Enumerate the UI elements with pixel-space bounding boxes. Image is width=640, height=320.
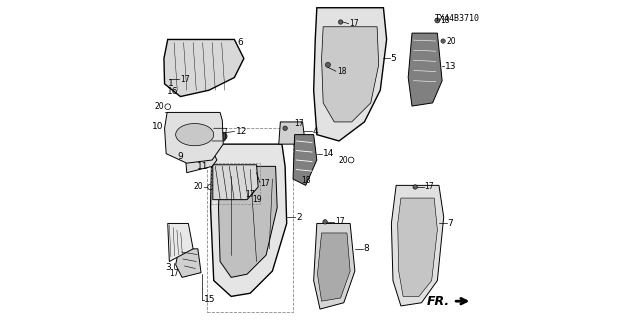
Text: 20: 20: [339, 156, 348, 165]
Text: 20: 20: [193, 182, 203, 191]
Text: 13: 13: [445, 62, 457, 71]
Text: 4: 4: [313, 127, 319, 136]
Polygon shape: [164, 39, 244, 97]
Text: 17: 17: [294, 119, 303, 128]
Circle shape: [339, 20, 343, 24]
Polygon shape: [314, 223, 355, 309]
Polygon shape: [279, 122, 304, 144]
Polygon shape: [314, 8, 387, 141]
Polygon shape: [321, 27, 379, 122]
Circle shape: [323, 220, 327, 224]
Polygon shape: [185, 154, 217, 173]
Circle shape: [220, 132, 227, 140]
Polygon shape: [212, 165, 258, 200]
Circle shape: [325, 62, 330, 68]
Text: 1: 1: [168, 79, 174, 88]
Polygon shape: [218, 166, 277, 277]
Polygon shape: [168, 223, 193, 261]
Text: 8: 8: [364, 244, 369, 253]
Circle shape: [435, 18, 440, 23]
Text: 14: 14: [323, 149, 334, 158]
Text: 18: 18: [440, 16, 450, 25]
Polygon shape: [211, 144, 287, 296]
Text: TX44B3710: TX44B3710: [435, 14, 480, 23]
Polygon shape: [317, 233, 350, 301]
Text: 16: 16: [167, 87, 179, 96]
Text: 12: 12: [236, 127, 247, 136]
Polygon shape: [397, 198, 437, 296]
Text: 15: 15: [204, 295, 216, 304]
Text: 18: 18: [337, 67, 346, 76]
Text: 5: 5: [390, 54, 396, 63]
Polygon shape: [408, 33, 442, 106]
Text: 3: 3: [166, 263, 172, 272]
Text: 20: 20: [446, 36, 456, 45]
Text: 17: 17: [246, 190, 255, 199]
Text: 19: 19: [252, 195, 261, 204]
Text: 20: 20: [155, 102, 164, 111]
Text: 11: 11: [197, 162, 209, 171]
Text: 17: 17: [169, 269, 179, 278]
Text: 17: 17: [180, 75, 189, 84]
Text: 10: 10: [152, 122, 163, 131]
Circle shape: [413, 185, 417, 189]
Polygon shape: [164, 112, 223, 163]
Text: FR.: FR.: [427, 295, 450, 308]
Circle shape: [283, 126, 287, 131]
Text: 7: 7: [447, 219, 453, 228]
Text: 9: 9: [177, 152, 183, 161]
Polygon shape: [392, 185, 444, 306]
Text: 6: 6: [237, 38, 243, 47]
Text: 18: 18: [301, 176, 310, 185]
Text: 2: 2: [296, 212, 302, 222]
Polygon shape: [175, 249, 201, 277]
Text: 17: 17: [335, 217, 345, 226]
Polygon shape: [293, 135, 317, 185]
Text: 17: 17: [425, 182, 435, 191]
Text: 17: 17: [349, 19, 359, 28]
Ellipse shape: [175, 124, 214, 146]
Text: 17: 17: [260, 179, 270, 188]
Circle shape: [441, 39, 445, 43]
